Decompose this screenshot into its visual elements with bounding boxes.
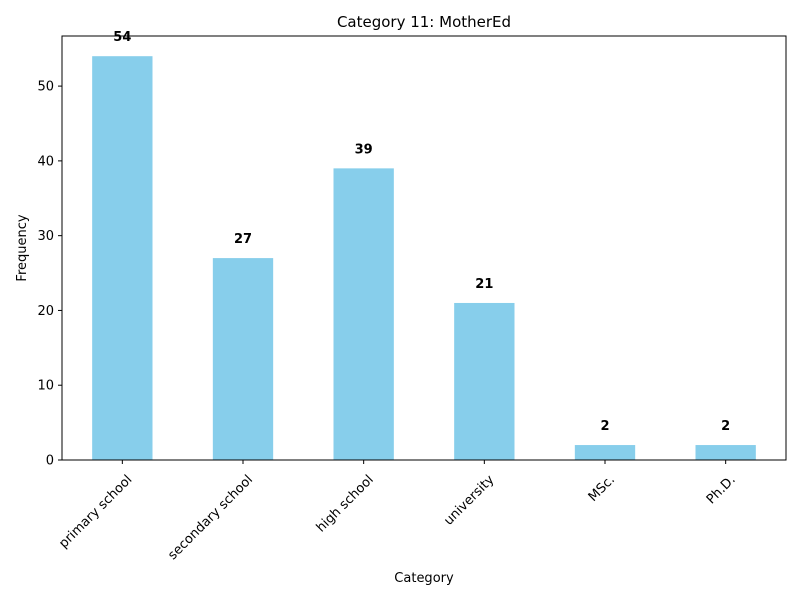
x-tick-label: primary school — [56, 472, 135, 551]
data-label: 2 — [600, 419, 609, 434]
y-tick-label: 10 — [37, 379, 54, 394]
x-axis: primary school secondary school high schoo… — [56, 460, 739, 563]
bars-group — [92, 56, 756, 460]
bar-primary-school — [92, 56, 153, 460]
bar-ph-d — [695, 445, 756, 460]
x-tick-label: university — [441, 472, 497, 528]
y-axis-title: Frequency — [15, 214, 30, 281]
data-label: 21 — [475, 277, 493, 292]
x-tick-label: Ph.D. — [704, 472, 739, 507]
y-tick-label: 40 — [37, 154, 54, 169]
y-axis: 0 10 20 30 40 50 — [37, 80, 62, 469]
y-tick-label: 30 — [37, 229, 54, 244]
data-label: 27 — [234, 232, 252, 247]
bar-university — [454, 302, 515, 460]
x-tick-label: secondary school — [165, 472, 256, 563]
x-tick-label: MSc. — [586, 472, 618, 504]
y-tick-label: 20 — [37, 304, 54, 319]
bar-msc — [574, 445, 636, 460]
x-tick-label: high school — [314, 472, 377, 535]
bar-secondary-school — [212, 258, 274, 460]
chart-title: Category 11: MotherEd — [337, 13, 511, 31]
data-label: 39 — [355, 142, 373, 157]
y-tick-label: 50 — [37, 80, 54, 95]
x-axis-title: Category — [394, 571, 454, 586]
plot-frame — [61, 35, 787, 461]
y-tick-label: 0 — [46, 454, 54, 469]
bar-high-school — [333, 168, 394, 460]
data-label: 54 — [113, 30, 131, 45]
data-labels-group: 54 27 39 21 2 2 — [113, 30, 730, 434]
data-label: 2 — [721, 419, 730, 434]
